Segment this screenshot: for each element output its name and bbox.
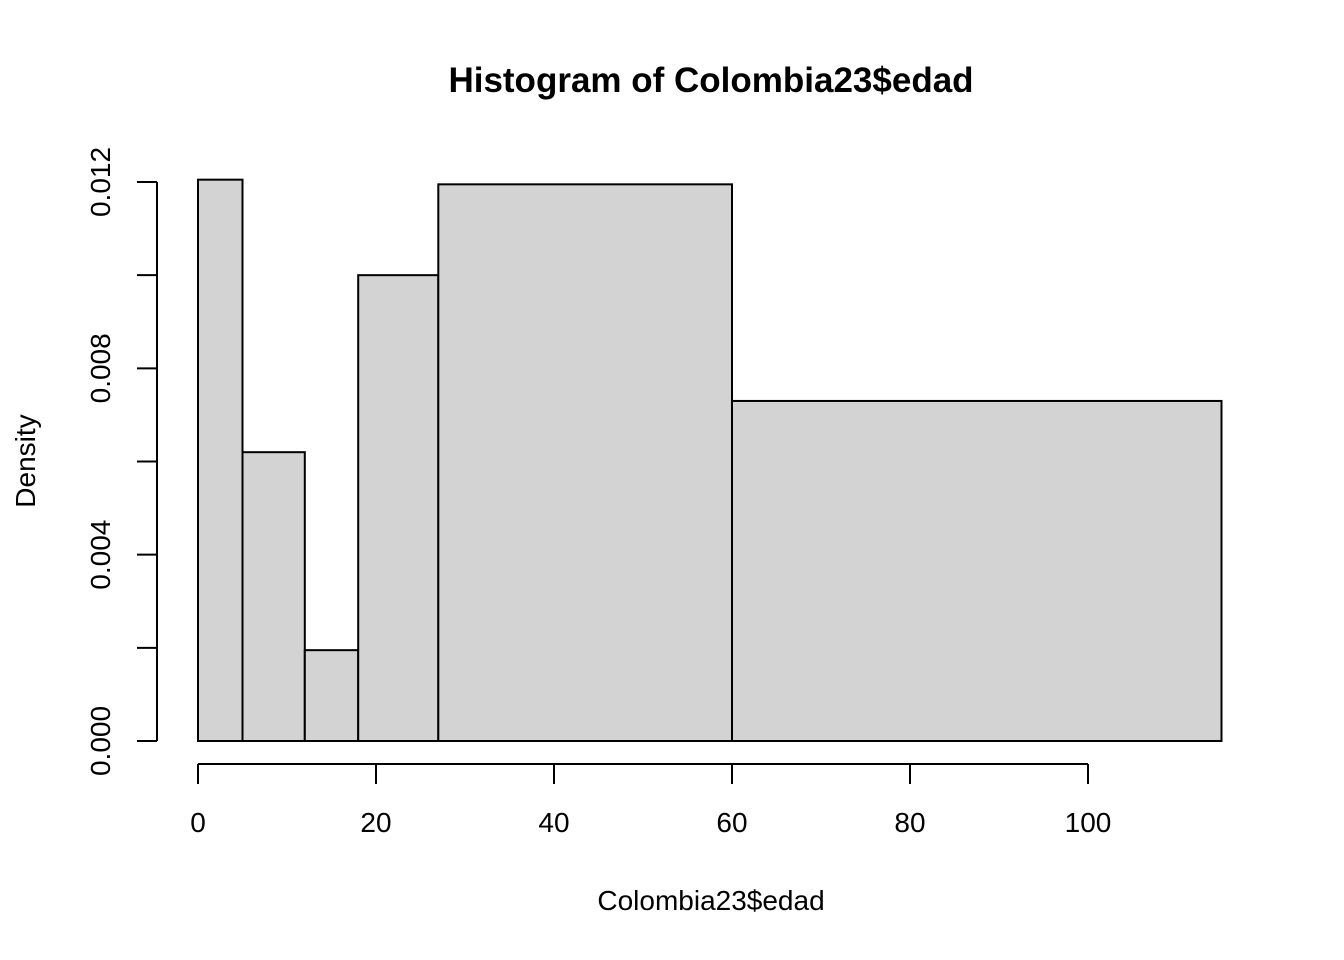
histogram-bar-1 [197, 178, 244, 742]
x-tick-label: 0 [190, 807, 206, 838]
histogram-bar-6 [731, 399, 1223, 742]
histogram-bars [197, 178, 1223, 742]
histogram-bar-3 [303, 649, 360, 742]
y-tick-label: 0.008 [85, 333, 116, 403]
chart-title: Histogram of Colombia23$edad [448, 61, 973, 100]
y-tick-label: 0.004 [85, 520, 116, 590]
x-tick-label: 80 [894, 807, 925, 838]
x-axis: 0 20 40 60 80 100 [190, 763, 1112, 838]
x-tick-label: 100 [1065, 807, 1112, 838]
x-tick-label: 20 [360, 807, 391, 838]
histogram-bar-2 [241, 451, 306, 742]
x-axis-label: Colombia23$edad [597, 885, 824, 916]
y-tick-label: 0.000 [85, 706, 116, 776]
x-tick-label: 40 [538, 807, 569, 838]
y-tick-label: 0.012 [85, 147, 116, 217]
x-tick-label: 60 [716, 807, 747, 838]
histogram-bar-4 [357, 274, 440, 742]
y-axis-label: Density [10, 414, 41, 507]
histogram-bar-5 [437, 183, 733, 742]
y-axis: 0.000 0.004 0.008 0.012 [85, 147, 158, 776]
